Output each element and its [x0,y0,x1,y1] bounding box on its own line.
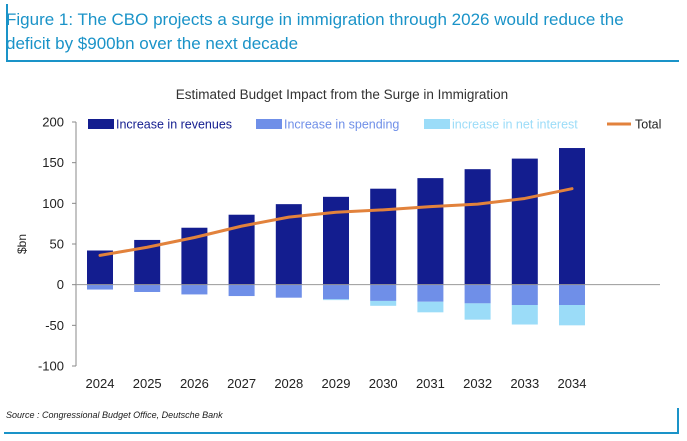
bar-increase-in-net-interest-2029 [323,299,349,301]
bar-increase-in-revenues-2030 [370,188,397,285]
bar-increase-in-spending-2026 [181,284,208,295]
legend-swatch-0 [88,119,114,129]
figure-title: Figure 1: The CBO projects a surge in im… [6,10,624,53]
chart-title: Estimated Budget Impact from the Surge i… [176,87,508,102]
x-tick-label: 2033 [510,376,539,391]
bar-increase-in-spending-2027 [228,284,255,297]
legend-label: Increase in revenues [116,118,232,132]
bar-increase-in-revenues-2033 [511,158,538,285]
y-tick-label: 100 [42,196,64,211]
x-tick-label: 2028 [274,376,303,391]
bar-increase-in-spending-2030 [370,284,397,301]
bar-increase-in-spending-2025 [134,284,161,292]
x-tick-label: 2025 [133,376,162,391]
y-axis: 200 150 100 50 0 -50 -100 [38,115,77,374]
legend-label: increase in net interest [452,118,578,132]
bar-increase-in-net-interest-2034 [559,305,585,326]
bar-increase-in-spending-2032 [464,284,491,304]
bar-increase-in-spending-2024 [87,284,113,290]
total-line-layer [98,187,574,257]
legend-swatch-1 [256,119,282,129]
y-tick-label: -50 [45,318,64,333]
x-tick-label: 2031 [416,376,445,391]
bar-increase-in-spending-2034 [559,284,585,305]
x-tick-label: 2029 [322,376,351,391]
x-tick-label: 2032 [463,376,492,391]
bar-increase-in-revenues-2031 [417,178,444,285]
legend-label: Total [635,118,661,132]
x-tick-label: 2024 [86,376,115,391]
x-axis: 2024 2025 2026 2027 2028 2029 2030 2031 2032 2033… [86,376,587,391]
y-tick-label: 0 [57,277,64,292]
x-tick-label: 2034 [558,376,587,391]
y-tick-label: 50 [50,237,64,252]
bar-increase-in-spending-2031 [417,284,444,302]
bar-increase-in-net-interest-2031 [417,301,444,313]
footer-rule [4,432,679,434]
bar-increase-in-revenues-2032 [464,169,491,285]
y-tick-label: -100 [38,359,64,374]
bar-increase-in-revenues-2029 [323,196,349,285]
legend-label: Increase in spending [284,118,399,132]
chart: Estimated Budget Impact from the Surge i… [15,87,661,391]
x-tick-label: 2026 [180,376,209,391]
bar-increase-in-net-interest-2032 [464,303,491,320]
footer-rule-tick [677,408,679,433]
source-note: Source : Congressional Budget Office, De… [6,410,223,420]
x-tick-label: 2030 [369,376,398,391]
bar-increase-in-revenues-2034 [559,148,585,285]
y-tick-label: 150 [42,155,64,170]
legend: Increase in revenues Increase in spending… [88,118,661,132]
legend-swatch-2 [424,119,450,129]
y-tick-label: 200 [42,115,64,130]
bars-layer [87,148,585,326]
y-axis-label: $bn [15,234,29,254]
bar-increase-in-net-interest-2030 [370,300,397,306]
bar-increase-in-net-interest-2033 [511,305,538,325]
figure-title-frame [6,4,679,62]
bar-increase-in-spending-2029 [323,284,349,300]
bar-increase-in-spending-2028 [275,284,302,298]
x-tick-label: 2027 [227,376,256,391]
bar-increase-in-spending-2033 [511,284,538,305]
